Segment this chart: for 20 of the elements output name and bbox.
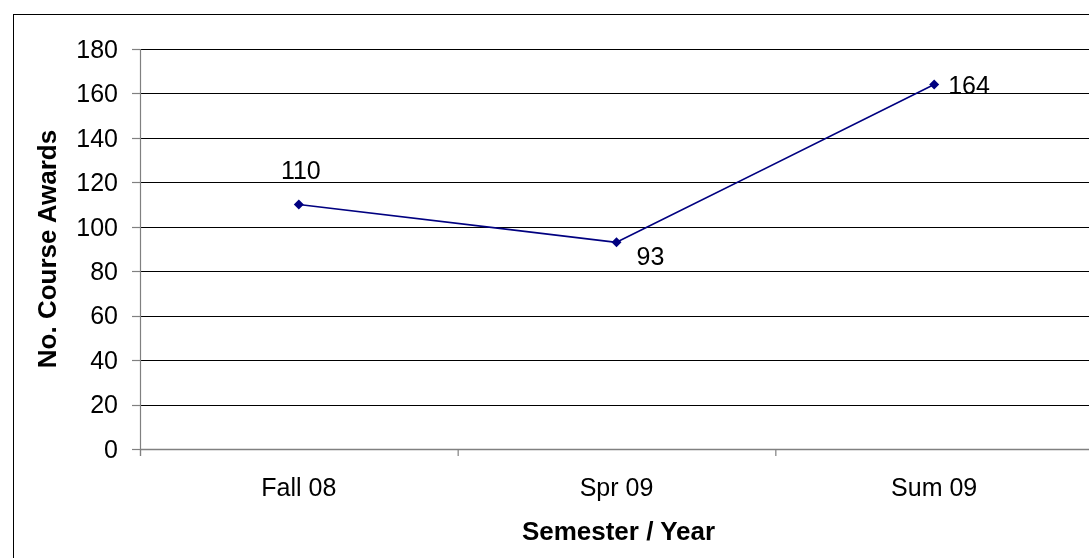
point — [929, 79, 940, 90]
data-label: 93 — [636, 242, 665, 271]
y-tick-label: 160 — [76, 79, 118, 108]
y-tick-label: 140 — [76, 123, 118, 152]
y-axis-title: No. Course Awards — [32, 129, 63, 369]
x-tick-label: Fall 08 — [261, 472, 337, 501]
y-tick-label: 20 — [90, 390, 118, 419]
y-tick-label: 60 — [90, 301, 118, 330]
y-tick-label: 80 — [90, 256, 118, 285]
point — [611, 237, 622, 248]
point — [293, 199, 304, 210]
x-axis-title: Semester / Year — [521, 516, 716, 547]
x-tick-label: Spr 09 — [579, 472, 654, 501]
x-tick-label: Sum 09 — [891, 472, 978, 501]
y-tick-label: 40 — [90, 345, 118, 374]
y-tick-label: 180 — [76, 34, 118, 63]
y-tick-label: 120 — [76, 168, 118, 197]
y-tick-label: 100 — [76, 212, 118, 241]
data-label: 110 — [280, 155, 321, 184]
y-tick-label: 0 — [104, 434, 118, 463]
